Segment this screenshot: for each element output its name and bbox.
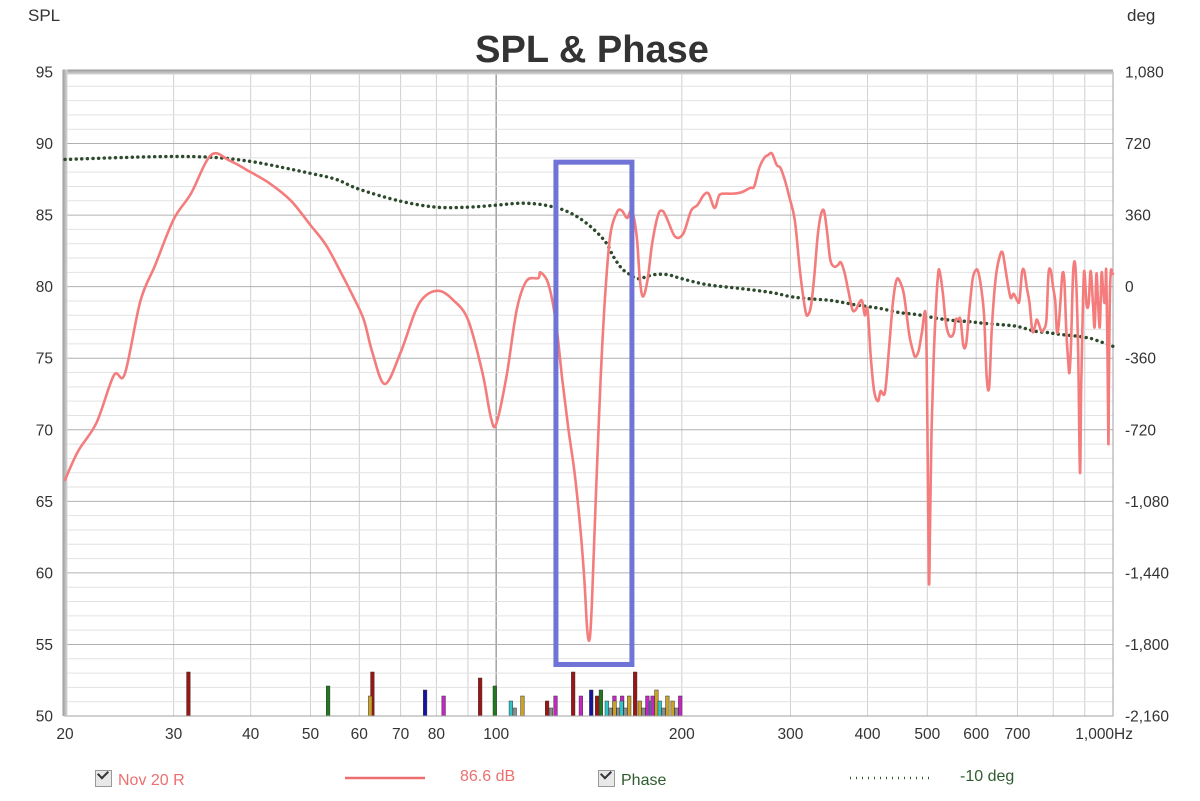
svg-text:85: 85	[36, 208, 53, 225]
svg-text:-1,440: -1,440	[1125, 565, 1169, 582]
svg-text:30: 30	[165, 726, 183, 743]
svg-text:700: 700	[1005, 726, 1031, 743]
svg-text:-1,800: -1,800	[1125, 637, 1169, 654]
svg-text:55: 55	[36, 637, 53, 654]
svg-text:SPL: SPL	[28, 6, 60, 25]
svg-text:60: 60	[351, 726, 369, 743]
svg-text:720: 720	[1125, 136, 1151, 153]
svg-text:deg: deg	[1127, 6, 1155, 25]
svg-text:1,000Hz: 1,000Hz	[1075, 726, 1133, 743]
svg-text:50: 50	[302, 726, 320, 743]
svg-text:600: 600	[963, 726, 989, 743]
svg-text:300: 300	[778, 726, 804, 743]
svg-text:95: 95	[36, 65, 53, 82]
svg-text:80: 80	[428, 726, 446, 743]
svg-text:0: 0	[1125, 279, 1134, 296]
svg-text:1,080: 1,080	[1125, 65, 1164, 82]
svg-text:70: 70	[392, 726, 410, 743]
svg-text:-2,160: -2,160	[1125, 709, 1169, 726]
svg-text:100: 100	[483, 726, 509, 743]
svg-text:90: 90	[36, 136, 54, 153]
svg-text:500: 500	[914, 726, 940, 743]
svg-text:-720: -720	[1125, 422, 1156, 439]
svg-text:20: 20	[56, 726, 74, 743]
svg-text:50: 50	[36, 709, 54, 726]
svg-text:70: 70	[36, 422, 54, 439]
svg-text:-1,080: -1,080	[1125, 494, 1169, 511]
svg-text:40: 40	[242, 726, 260, 743]
svg-text:75: 75	[36, 351, 53, 368]
svg-text:200: 200	[669, 726, 695, 743]
svg-text:SPL & Phase: SPL & Phase	[475, 29, 709, 71]
svg-text:80: 80	[36, 279, 54, 296]
svg-text:65: 65	[36, 494, 53, 511]
svg-text:-360: -360	[1125, 351, 1156, 368]
svg-text:400: 400	[855, 726, 881, 743]
svg-text:60: 60	[36, 565, 54, 582]
svg-text:360: 360	[1125, 208, 1151, 225]
